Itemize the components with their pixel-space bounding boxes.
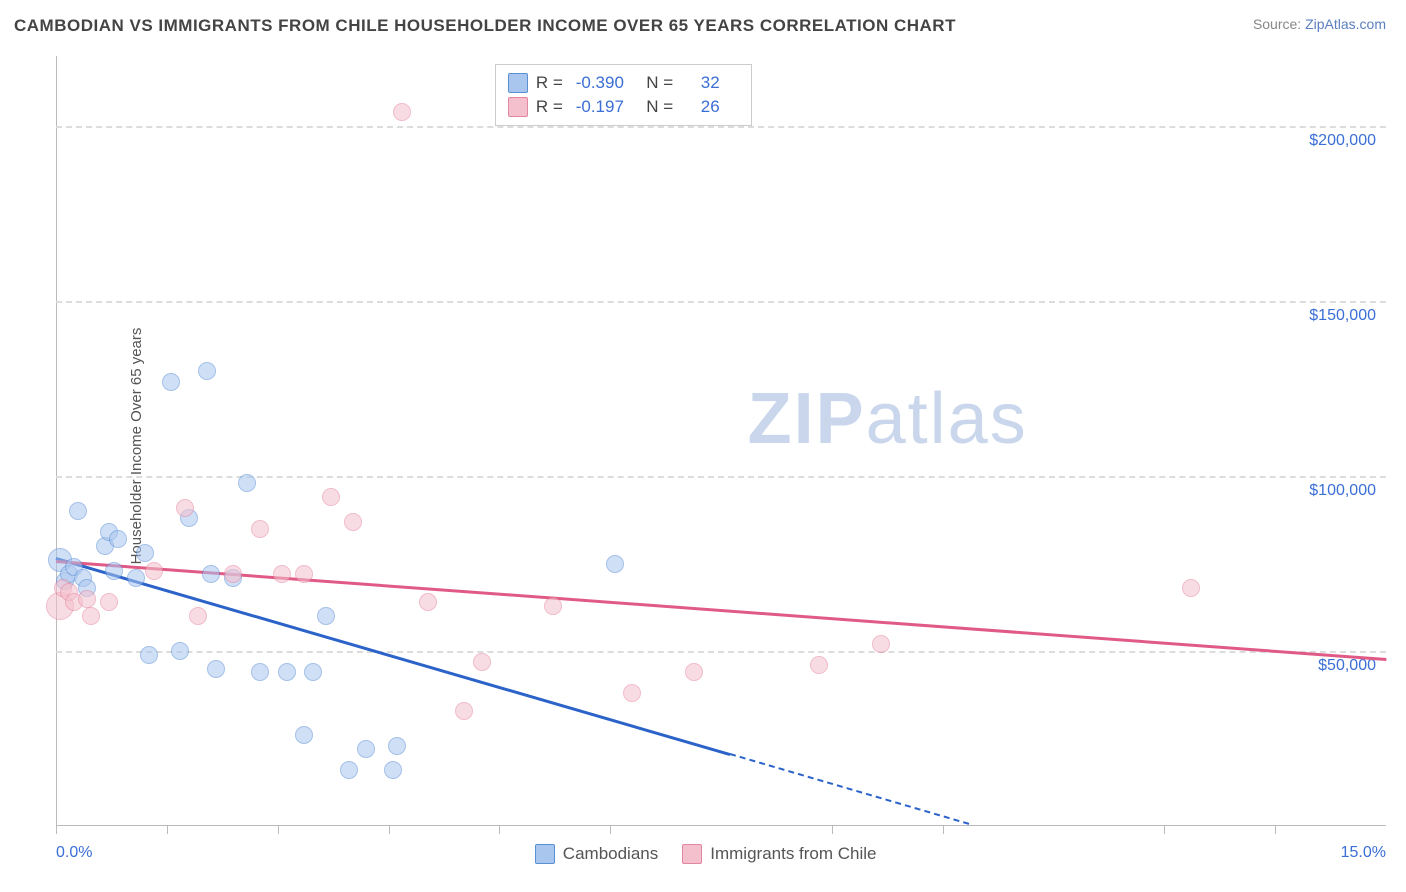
data-point-chile: [393, 103, 411, 121]
data-point-chile: [544, 597, 562, 615]
y-tick-label: $200,000: [1309, 132, 1376, 150]
legend-swatch: [535, 844, 555, 864]
data-point-cambodians: [109, 530, 127, 548]
data-point-cambodians: [606, 555, 624, 573]
source-link[interactable]: ZipAtlas.com: [1305, 16, 1386, 32]
data-point-cambodians: [136, 544, 154, 562]
legend-n-value: 26: [681, 95, 739, 119]
data-point-chile: [224, 565, 242, 583]
gridline: [56, 476, 1386, 478]
data-point-chile: [810, 656, 828, 674]
x-tick: [1275, 826, 1276, 834]
x-tick-label-min: 0.0%: [56, 844, 92, 862]
y-tick-label: $150,000: [1309, 307, 1376, 325]
legend-r-label: R =: [536, 71, 563, 95]
data-point-chile: [145, 562, 163, 580]
data-point-chile: [322, 488, 340, 506]
data-point-cambodians: [278, 663, 296, 681]
data-point-chile: [685, 663, 703, 681]
data-point-cambodians: [127, 569, 145, 587]
data-point-cambodians: [162, 373, 180, 391]
correlation-legend: R = -0.390 N = 32 R = -0.197 N = 26: [495, 64, 752, 126]
data-point-cambodians: [251, 663, 269, 681]
x-tick: [832, 826, 833, 834]
legend-r-value: -0.197: [571, 95, 629, 119]
plot-area: $50,000$100,000$150,000$200,0000.0%15.0%…: [56, 56, 1386, 826]
gridline: [56, 301, 1386, 303]
data-point-cambodians: [140, 646, 158, 664]
data-point-chile: [251, 520, 269, 538]
data-point-chile: [176, 499, 194, 517]
data-point-chile: [78, 590, 96, 608]
legend-n-label: N =: [637, 71, 673, 95]
legend-label: Immigrants from Chile: [710, 844, 876, 864]
data-point-chile: [295, 565, 313, 583]
data-point-chile: [189, 607, 207, 625]
source-label: Source:: [1253, 16, 1305, 32]
legend-n-label: N =: [637, 95, 673, 119]
data-point-cambodians: [202, 565, 220, 583]
data-point-chile: [623, 684, 641, 702]
series-legend: Cambodians Immigrants from Chile: [535, 844, 877, 864]
data-point-chile: [82, 607, 100, 625]
gridline: [56, 651, 1386, 653]
data-point-cambodians: [238, 474, 256, 492]
source-attribution: Source: ZipAtlas.com: [1253, 16, 1386, 32]
data-point-cambodians: [69, 502, 87, 520]
legend-item-cambodians: Cambodians: [535, 844, 658, 864]
data-point-chile: [473, 653, 491, 671]
x-tick: [167, 826, 168, 834]
regression-line-extrapolated: [730, 753, 970, 825]
x-tick: [1164, 826, 1165, 834]
legend-r-label: R =: [536, 95, 563, 119]
legend-n-value: 32: [681, 71, 739, 95]
data-point-chile: [455, 702, 473, 720]
data-point-chile: [100, 593, 118, 611]
data-point-cambodians: [171, 642, 189, 660]
data-point-chile: [273, 565, 291, 583]
data-point-cambodians: [357, 740, 375, 758]
data-point-cambodians: [317, 607, 335, 625]
legend-row-chile: R = -0.197 N = 26: [508, 95, 739, 119]
data-point-chile: [344, 513, 362, 531]
x-tick: [389, 826, 390, 834]
y-tick-label: $50,000: [1318, 657, 1376, 675]
data-point-cambodians: [304, 663, 322, 681]
legend-swatch: [508, 73, 528, 93]
x-tick: [499, 826, 500, 834]
legend-r-value: -0.390: [571, 71, 629, 95]
data-point-cambodians: [340, 761, 358, 779]
legend-swatch: [508, 97, 528, 117]
x-axis-line: [56, 825, 1386, 826]
x-tick: [610, 826, 611, 834]
x-tick-label-max: 15.0%: [1341, 844, 1386, 862]
data-point-chile: [872, 635, 890, 653]
data-point-cambodians: [198, 362, 216, 380]
y-axis-line: [56, 56, 57, 826]
x-tick: [943, 826, 944, 834]
regression-line: [56, 560, 1386, 660]
x-tick: [278, 826, 279, 834]
data-point-cambodians: [105, 562, 123, 580]
watermark: ZIPatlas: [748, 378, 1028, 460]
data-point-cambodians: [207, 660, 225, 678]
legend-swatch: [682, 844, 702, 864]
data-point-cambodians: [384, 761, 402, 779]
x-tick: [56, 826, 57, 834]
data-point-chile: [419, 593, 437, 611]
legend-row-cambodians: R = -0.390 N = 32: [508, 71, 739, 95]
legend-label: Cambodians: [563, 844, 658, 864]
chart-title: CAMBODIAN VS IMMIGRANTS FROM CHILE HOUSE…: [14, 16, 956, 36]
legend-item-chile: Immigrants from Chile: [682, 844, 876, 864]
y-tick-label: $100,000: [1309, 482, 1376, 500]
data-point-cambodians: [295, 726, 313, 744]
gridline: [56, 126, 1386, 128]
data-point-chile: [1182, 579, 1200, 597]
data-point-cambodians: [388, 737, 406, 755]
